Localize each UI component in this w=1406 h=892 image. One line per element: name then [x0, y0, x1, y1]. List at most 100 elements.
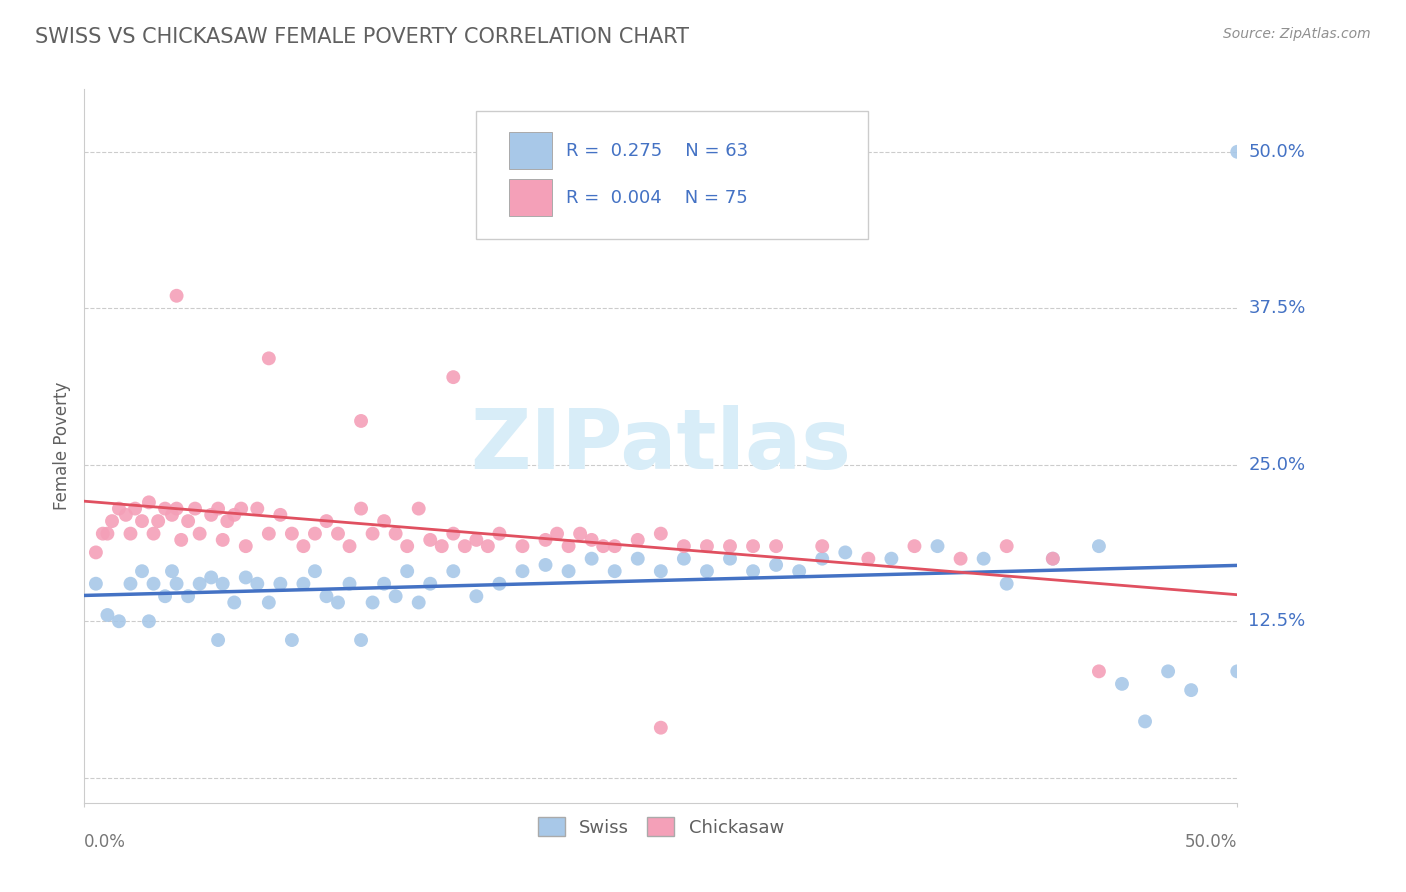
Point: [430, 539, 453, 553]
Point: [170, 533, 193, 547]
Point: [557, 564, 579, 578]
Point: [235, 539, 257, 553]
Point: [419, 533, 441, 547]
Point: [304, 526, 326, 541]
Point: [115, 508, 138, 522]
Text: 50.0%: 50.0%: [1249, 143, 1305, 161]
Point: [1088, 539, 1111, 553]
Point: [124, 501, 146, 516]
Point: [880, 551, 903, 566]
Point: [488, 576, 510, 591]
Point: [224, 595, 246, 609]
Point: [1042, 551, 1064, 566]
Point: [650, 526, 672, 541]
Point: [153, 501, 176, 516]
Point: [138, 614, 160, 628]
Point: [534, 533, 557, 547]
Text: Source: ZipAtlas.com: Source: ZipAtlas.com: [1223, 27, 1371, 41]
Point: [361, 526, 384, 541]
Point: [581, 533, 603, 547]
Point: [672, 539, 695, 553]
Point: [1226, 145, 1249, 159]
Text: 37.5%: 37.5%: [1249, 300, 1306, 318]
Point: [465, 589, 488, 603]
Point: [718, 551, 741, 566]
Point: [257, 351, 280, 366]
Point: [315, 514, 337, 528]
Point: [166, 289, 188, 303]
Point: [408, 595, 430, 609]
Point: [787, 564, 810, 578]
Bar: [509, 179, 553, 216]
Point: [146, 514, 169, 528]
Point: [696, 564, 718, 578]
Point: [160, 564, 183, 578]
Point: [811, 551, 834, 566]
Point: [281, 526, 304, 541]
Point: [384, 589, 406, 603]
Point: [326, 526, 349, 541]
Point: [184, 501, 207, 516]
Point: [292, 539, 315, 553]
Point: [384, 526, 406, 541]
Y-axis label: Female Poverty: Female Poverty: [53, 382, 72, 510]
Point: [166, 501, 188, 516]
Point: [512, 564, 534, 578]
Point: [858, 551, 880, 566]
Point: [973, 551, 995, 566]
Point: [742, 564, 765, 578]
Point: [350, 633, 373, 648]
Point: [188, 576, 211, 591]
Point: [534, 558, 557, 572]
Point: [419, 576, 441, 591]
Point: [246, 501, 269, 516]
Point: [627, 533, 650, 547]
Point: [569, 526, 592, 541]
Point: [361, 595, 384, 609]
Point: [742, 539, 765, 553]
Point: [211, 533, 233, 547]
Point: [441, 370, 464, 384]
Point: [281, 633, 304, 648]
Point: [557, 539, 579, 553]
Point: [1180, 683, 1202, 698]
Point: [231, 501, 253, 516]
Point: [1042, 551, 1064, 566]
Point: [166, 576, 188, 591]
Point: [120, 526, 142, 541]
Text: R =  0.275    N = 63: R = 0.275 N = 63: [567, 142, 748, 160]
Point: [269, 576, 291, 591]
Point: [811, 539, 834, 553]
Point: [350, 501, 373, 516]
Point: [224, 508, 246, 522]
Point: [188, 526, 211, 541]
Point: [949, 551, 972, 566]
FancyBboxPatch shape: [477, 111, 869, 239]
Point: [373, 514, 395, 528]
Point: [217, 514, 239, 528]
Point: [339, 539, 361, 553]
Point: [454, 539, 477, 553]
Point: [350, 414, 373, 428]
Point: [765, 558, 787, 572]
Point: [315, 589, 337, 603]
Point: [512, 539, 534, 553]
Bar: [509, 132, 553, 169]
Point: [581, 551, 603, 566]
Point: [160, 508, 183, 522]
Point: [1157, 665, 1180, 679]
Text: 0.0%: 0.0%: [84, 833, 127, 851]
Point: [1133, 714, 1156, 729]
Point: [207, 633, 229, 648]
Point: [257, 595, 280, 609]
Point: [546, 526, 568, 541]
Point: [765, 539, 787, 553]
Point: [603, 539, 626, 553]
Point: [131, 514, 153, 528]
Point: [207, 501, 229, 516]
Point: [177, 514, 200, 528]
Point: [138, 495, 160, 509]
Point: [142, 576, 165, 591]
Point: [84, 545, 107, 559]
Point: [903, 539, 925, 553]
